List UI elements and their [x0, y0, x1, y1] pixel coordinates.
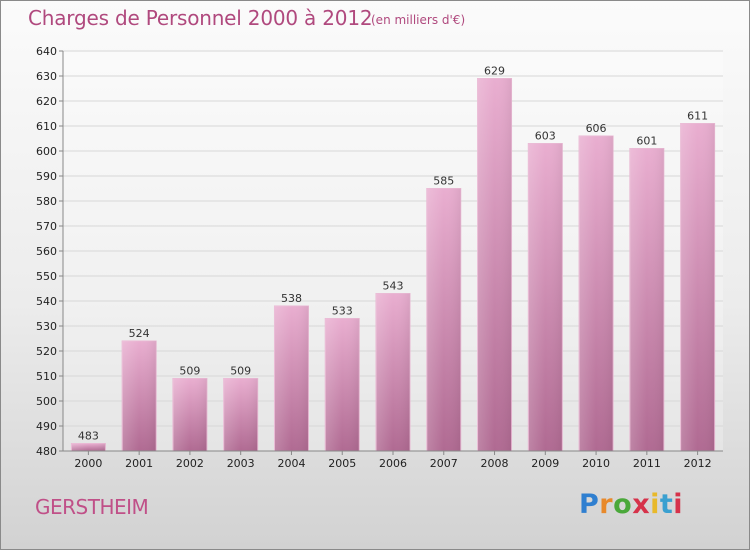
x-tick-label: 2001 — [125, 457, 153, 470]
bar-shade — [122, 341, 157, 451]
data-label: 538 — [281, 292, 302, 305]
y-tick-label: 530 — [36, 320, 57, 333]
x-tick-label: 2008 — [481, 457, 509, 470]
y-tick-label: 610 — [36, 120, 57, 133]
data-labels: 483 524 509 509 538 533 543 585 629 603 606 601 611 — [78, 65, 708, 443]
bar-shade — [325, 318, 360, 451]
bar-shade — [426, 188, 461, 451]
y-tick-label: 570 — [36, 220, 57, 233]
data-label: 509 — [230, 365, 251, 378]
data-label: 611 — [687, 110, 708, 123]
x-tick-label: 2010 — [582, 457, 610, 470]
bar-shade — [477, 78, 512, 451]
y-tick-label: 590 — [36, 170, 57, 183]
x-tick-label: 2009 — [531, 457, 559, 470]
city-name: GERSTHEIM — [35, 495, 149, 519]
chart-title: Charges de Personnel 2000 à 2012 — [28, 6, 373, 30]
data-label: 585 — [433, 175, 454, 188]
data-label: 601 — [636, 135, 657, 148]
x-tick-label: 2011 — [633, 457, 661, 470]
bar-shade — [680, 123, 715, 451]
chart-subtitle: (en milliers d'€) — [371, 13, 466, 27]
data-label: 509 — [179, 365, 200, 378]
data-label: 606 — [586, 122, 607, 135]
logo-letter: o — [613, 489, 633, 520]
bar-shade — [172, 378, 207, 451]
y-tick-label: 480 — [36, 445, 57, 458]
y-tick-label: 620 — [36, 95, 57, 108]
y-tick-label: 510 — [36, 370, 57, 383]
data-label: 524 — [129, 327, 150, 340]
bars — [70, 78, 716, 452]
y-tick-label: 490 — [36, 420, 57, 433]
y-tick-label: 580 — [36, 195, 57, 208]
x-tick-label: 2000 — [74, 457, 102, 470]
data-label: 533 — [332, 305, 353, 318]
logo-letter: i — [650, 489, 660, 520]
bar-shade — [579, 136, 614, 451]
logo-letter: P — [579, 489, 600, 520]
y-tick-label: 500 — [36, 395, 57, 408]
y-tick-label: 640 — [36, 45, 57, 58]
axes: 480 490 500 510 520 530 540 550 560 570 580 590 600 6… — [36, 45, 723, 470]
bar-shade — [528, 143, 563, 451]
x-tick-label: 2007 — [430, 457, 458, 470]
logo-letter: t — [659, 489, 674, 520]
data-label: 603 — [535, 130, 556, 143]
y-tick-label: 630 — [36, 70, 57, 83]
x-tick-label: 2003 — [227, 457, 255, 470]
x-tick-label: 2004 — [277, 457, 305, 470]
x-tick-label: 2005 — [328, 457, 356, 470]
bar-shade — [223, 378, 258, 451]
bar-shade — [376, 293, 410, 451]
y-tick-label: 540 — [36, 295, 57, 308]
proxiti-logo: Proxiti — [579, 489, 683, 520]
y-tick-label: 550 — [36, 270, 57, 283]
logo-letter: r — [599, 489, 614, 520]
x-tick-label: 2012 — [684, 457, 712, 470]
data-label: 483 — [78, 430, 99, 443]
logo-letter: i — [673, 489, 684, 520]
y-tick-label: 600 — [36, 145, 57, 158]
x-tick-label: 2002 — [176, 457, 204, 470]
y-tick-label: 560 — [36, 245, 57, 258]
x-tick-label: 2006 — [379, 457, 407, 470]
data-label: 543 — [383, 280, 404, 293]
logo-letter: x — [632, 489, 651, 520]
bar-shade — [274, 306, 309, 451]
y-tick-label: 520 — [36, 345, 57, 358]
bar-shade — [71, 443, 106, 451]
data-label: 629 — [484, 65, 505, 78]
bar-shade — [629, 148, 664, 451]
